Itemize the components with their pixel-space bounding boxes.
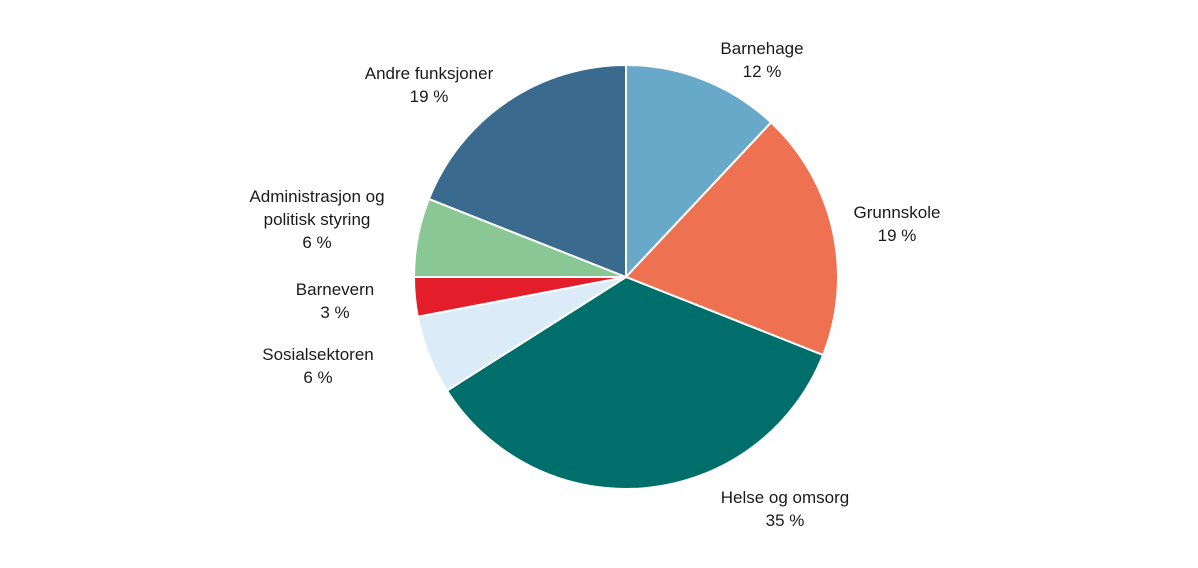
- pie-slice-andre-funksjoner: [427, 64, 627, 278]
- pie-slice-grunnskole: [625, 121, 839, 357]
- pie-slice-barnehage: [625, 64, 773, 278]
- slice-label-helse-og-omsorg: Helse og omsorg 35 %: [721, 486, 850, 532]
- pie-slice-helse-og-omsorg: [446, 276, 825, 490]
- slice-category-label: Barnehage: [720, 39, 804, 58]
- slice-label-andre-funksjoner: Andre funksjoner 19 %: [365, 62, 494, 108]
- slice-value-label: 12 %: [742, 62, 782, 81]
- slice-category-label: Sosialsektoren: [262, 345, 374, 364]
- slice-category-label: Helse og omsorg: [720, 488, 850, 507]
- slice-category-label: Andre funksjoner: [364, 64, 494, 83]
- slice-category-label: Barnevern: [295, 280, 375, 299]
- slice-value-label: 6 %: [302, 233, 332, 252]
- slice-label-administrasjon-og-politisk-styring: Administrasjon og politisk styring 6 %: [249, 185, 384, 254]
- slice-category-label: Grunnskole: [853, 203, 941, 222]
- slice-label-barnehage: Barnehage 12 %: [720, 37, 803, 83]
- slice-value-label: 3 %: [320, 303, 350, 322]
- slice-label-barnevern: Barnevern 3 %: [296, 278, 374, 324]
- slice-label-grunnskole: Grunnskole 19 %: [854, 201, 941, 247]
- slice-label-sosialsektoren: Sosialsektoren 6 %: [262, 343, 374, 389]
- slice-value-label: 35 %: [765, 511, 805, 530]
- slice-category-label: Administrasjon og: [249, 187, 385, 206]
- slice-category-label: politisk styring: [263, 210, 371, 229]
- slice-value-label: 6 %: [303, 368, 333, 387]
- slice-value-label: 19 %: [409, 87, 449, 106]
- slice-value-label: 19 %: [877, 226, 917, 245]
